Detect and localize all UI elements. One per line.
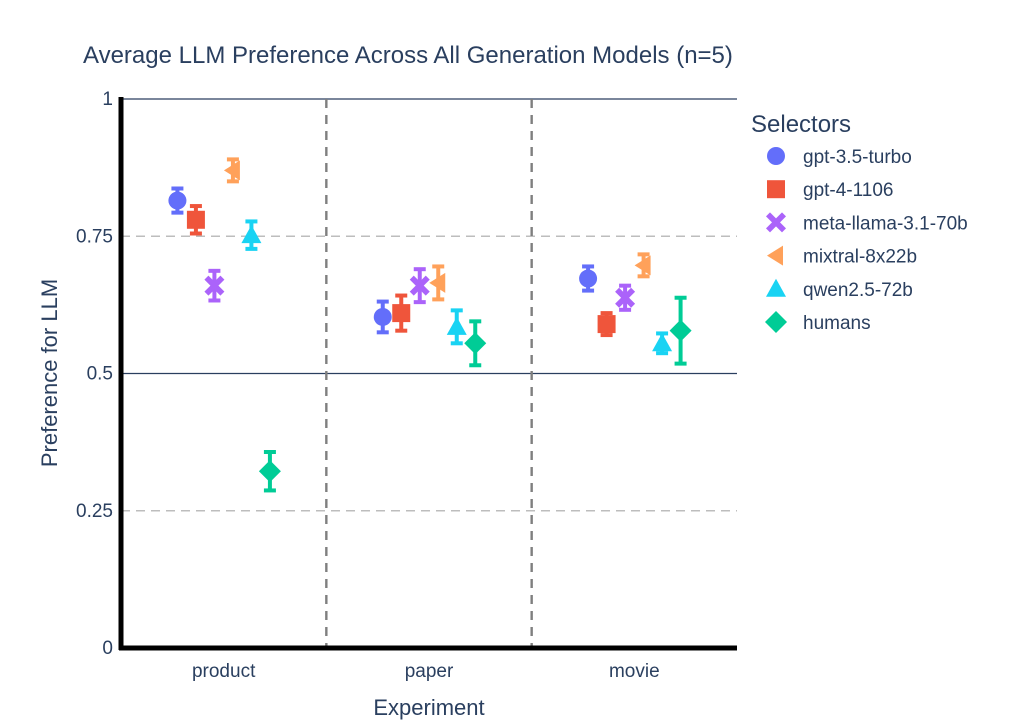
series-meta-llama-3.1-70b [204,267,636,312]
axes: 0 0.25 0.5 0.75 1 product paper movie [76,89,737,682]
legend-items: gpt-3.5-turbo gpt-4-1106 meta-llama-3.1-70… [765,147,968,334]
data-point [652,333,673,352]
plot-marks [168,157,692,493]
data-point [392,304,411,323]
data-point [186,210,205,229]
plot-grid [121,98,737,648]
x-tick-label: product [192,661,256,682]
legend-title: Selectors [751,111,851,138]
data-point [204,275,225,296]
legend-marker [767,245,783,266]
x-axis-title: Experiment [373,695,484,720]
data-point [168,191,187,210]
y-tick-label: 0.5 [87,364,113,385]
y-tick-label: 0.75 [76,226,113,247]
data-point [446,316,467,335]
legend-label: mixtral-8x22b [803,247,917,268]
legend-label: gpt-4-1106 [803,180,894,201]
legend-marker [767,180,785,199]
y-tick-label: 0 [102,638,113,659]
series-gpt-3.5-turbo [168,186,598,335]
series-mixtral-8x22b [223,157,651,302]
y-axis-title: Preference for LLM [37,279,62,467]
legend-marker [766,212,786,233]
x-tick-label: paper [405,661,454,682]
legend-marker [767,147,785,165]
x-tick-label: movie [609,661,660,682]
series-qwen2.5-72b [241,219,673,356]
legend-label: gpt-3.5-turbo [803,147,912,168]
series-gpt-4-1106 [186,204,616,338]
data-point [409,275,430,296]
y-tick-label: 1 [102,89,113,110]
data-point [258,460,281,483]
data-point [429,272,446,293]
chart-title: Average LLM Preference Across All Genera… [83,42,733,69]
legend-marker [765,311,787,333]
data-point [634,255,651,276]
series-humans [258,295,692,493]
data-point [615,287,636,308]
legend-label: humans [803,313,871,334]
legend: Selectors gpt-3.5-turbo gpt-4-1106 meta-ll… [751,111,968,334]
legend-marker [766,278,786,297]
legend-label: meta-llama-3.1-70b [803,213,968,234]
data-point [373,307,392,326]
data-point [223,160,240,181]
legend-label: qwen2.5-72b [803,280,913,301]
data-point [669,319,692,342]
y-tick-label: 0.25 [76,501,113,522]
data-point [579,269,598,288]
data-point [241,225,262,244]
data-point [464,332,487,355]
data-point [597,315,616,334]
